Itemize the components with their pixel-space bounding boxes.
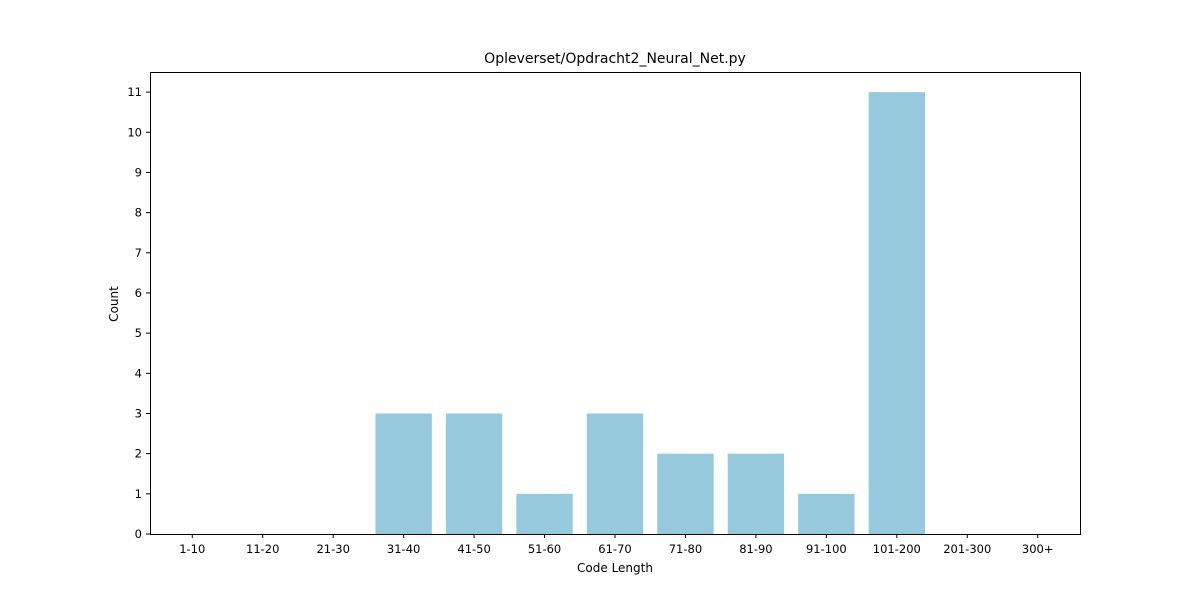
bar-41-50 [445, 413, 503, 534]
y-tick-label: 8 [135, 206, 142, 220]
bars-group [375, 92, 925, 534]
bar-51-60 [516, 493, 573, 534]
x-tick-label: 91-100 [806, 542, 847, 556]
y-tick-label: 5 [135, 326, 142, 340]
y-tick-label: 9 [135, 165, 142, 179]
bar-81-90 [727, 453, 785, 534]
bar-101-200 [868, 92, 925, 534]
y-tick-label: 3 [135, 406, 142, 420]
x-tick-label: 201-300 [943, 542, 991, 556]
y-tick-label: 1 [135, 487, 142, 501]
bar-91-100 [798, 493, 855, 534]
x-tick-label: 41-50 [457, 542, 490, 556]
x-tick-label: 81-90 [739, 542, 772, 556]
y-tick-label: 11 [127, 85, 142, 99]
bar-31-40 [375, 413, 432, 534]
plot-frame [150, 72, 1081, 535]
x-tick-label: 1-10 [179, 542, 205, 556]
chart-title: Opleverset/Opdracht2_Neural_Net.py [484, 51, 746, 67]
y-axis: 0 1 2 3 4 5 6 7 8 9 10 11 [127, 85, 150, 541]
y-tick-label: 4 [135, 366, 142, 380]
x-tick-label: 51-60 [528, 542, 561, 556]
y-tick-label: 7 [135, 246, 142, 260]
x-tick-label: 101-200 [873, 542, 921, 556]
x-tick-label: 31-40 [387, 542, 420, 556]
x-tick-label: 71-80 [669, 542, 702, 556]
x-tick-label: 21-30 [316, 542, 349, 556]
x-axis-label: Code Length [577, 561, 653, 575]
bar-71-80 [657, 453, 714, 534]
x-tick-label: 300+ [1022, 542, 1054, 556]
y-tick-label: 2 [135, 447, 142, 461]
x-tick-label: 11-20 [246, 542, 279, 556]
y-tick-label: 10 [127, 125, 142, 139]
y-axis-label: Count [107, 286, 121, 322]
x-tick-label: 61-70 [598, 542, 631, 556]
y-tick-label: 6 [135, 286, 142, 300]
bar-61-70 [586, 413, 644, 534]
x-axis: 1-10 11-20 21-30 31-40 41-50 51-60 61-70 71-80 8… [179, 534, 1054, 556]
y-tick-label: 0 [135, 527, 142, 541]
